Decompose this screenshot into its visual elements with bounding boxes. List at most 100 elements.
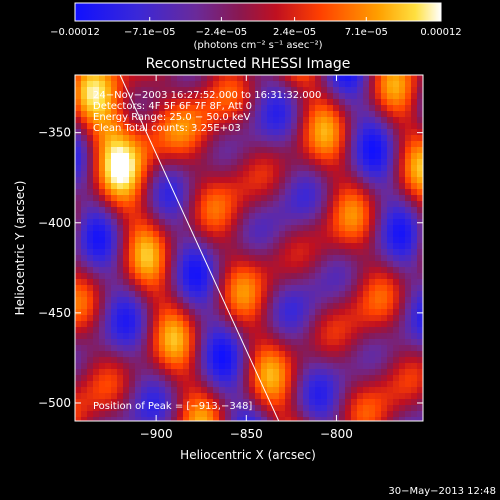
heatmap-cell [129,393,136,400]
heatmap-cell [315,171,322,178]
heatmap-cell [213,165,220,172]
heatmap-cell [405,309,412,316]
heatmap-cell [399,201,406,208]
heatmap-cell [291,363,298,370]
heatmap-cell [249,357,256,364]
heatmap-cell [129,141,136,148]
heatmap-cell [339,399,346,406]
heatmap-cell [381,87,388,94]
heatmap-cell [369,147,376,154]
heatmap-cell [345,255,352,262]
heatmap-cell [231,189,238,196]
heatmap-cell [117,171,124,178]
heatmap-cell [291,141,298,148]
heatmap-cell [405,291,412,298]
heatmap-cell [189,387,196,394]
heatmap-cell [381,333,388,340]
heatmap-cell [117,255,124,262]
heatmap-cell [183,345,190,352]
heatmap-cell [363,153,370,160]
heatmap-cell [273,327,280,334]
heatmap-cell [387,201,394,208]
heatmap-cell [189,393,196,400]
heatmap-cell [405,99,412,106]
heatmap-cell [147,369,154,376]
heatmap-cell [213,261,220,268]
heatmap-cell [285,411,292,418]
heatmap-cell [333,171,340,178]
heatmap-cell [405,393,412,400]
heatmap-cell [153,105,160,112]
heatmap-cell [81,87,88,94]
heatmap-cell [129,327,136,334]
heatmap-cell [405,111,412,118]
heatmap-cell [177,309,184,316]
heatmap-cell [291,201,298,208]
heatmap-cell [393,237,400,244]
heatmap-cell [219,231,226,238]
heatmap-cell [327,285,334,292]
heatmap-cell [207,291,214,298]
heatmap-cell [249,405,256,412]
heatmap-cell [249,159,256,166]
heatmap-cell [189,93,196,100]
heatmap-cell [249,393,256,400]
heatmap-cell [261,135,268,142]
heatmap-cell [369,87,376,94]
heatmap-cell [381,195,388,202]
heatmap-cell [183,207,190,214]
heatmap-cell [93,327,100,334]
heatmap-cell [345,285,352,292]
heatmap-cell [267,105,274,112]
heatmap-cell [111,135,118,142]
heatmap-cell [345,165,352,172]
heatmap-cell [285,357,292,364]
heatmap-cell [177,381,184,388]
heatmap-cell [369,183,376,190]
heatmap-cell [405,357,412,364]
heatmap-cell [279,99,286,106]
heatmap-cell [345,183,352,190]
heatmap-cell [345,333,352,340]
heatmap-cell [207,321,214,328]
heatmap-cell [273,279,280,286]
heatmap-cell [345,105,352,112]
heatmap-cell [231,393,238,400]
heatmap-cell [399,213,406,220]
heatmap-cell [351,129,358,136]
heatmap-cell [309,111,316,118]
heatmap-cell [189,87,196,94]
heatmap-cell [399,171,406,178]
heatmap-cell [159,297,166,304]
heatmap-cell [81,75,88,82]
heatmap-cell [333,297,340,304]
heatmap-cell [279,105,286,112]
heatmap-cell [237,93,244,100]
heatmap-cell [333,147,340,154]
heatmap-cell [159,261,166,268]
heatmap-cell [219,159,226,166]
heatmap-cell [297,207,304,214]
heatmap-cell [279,321,286,328]
limb-line [119,74,280,422]
heatmap-cell [273,201,280,208]
heatmap-cell [201,141,208,148]
heatmap-cell [375,375,382,382]
heatmap-cell [93,147,100,154]
heatmap-cell [399,165,406,172]
heatmap-cell [207,339,214,346]
heatmap-cell [231,183,238,190]
heatmap-cell [399,393,406,400]
heatmap-cell [387,261,394,268]
heatmap-cell [123,375,130,382]
heatmap-cell [141,255,148,262]
heatmap-cell [117,309,124,316]
heatmap-cell [345,315,352,322]
heatmap-cell [315,129,322,136]
heatmap-cell [141,333,148,340]
heatmap-cell [165,93,172,100]
heatmap-cell [75,99,82,106]
heatmap-cell [309,129,316,136]
heatmap-cell [87,285,94,292]
heatmap-cell [405,249,412,256]
